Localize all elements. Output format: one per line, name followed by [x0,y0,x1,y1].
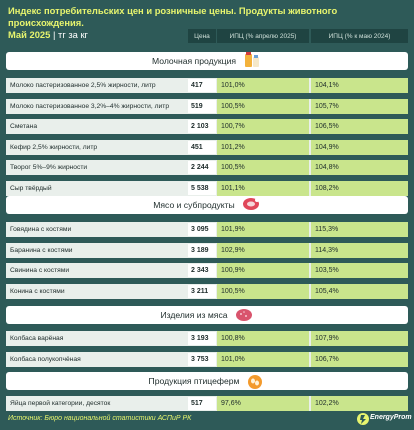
table-row: Молоко пастеризованное 3,2%–4% жирности,… [6,98,408,114]
row-price: 517 [188,397,216,410]
section-title: Мясо и субпродукты [153,200,235,210]
row-price: 3 211 [188,284,216,298]
title-line-2: Май 2025 | тг за кг [8,29,408,41]
row-name: Творог 5%–9% жирности [10,164,88,171]
table-row: Говядина с костями 3 095 101,9% 115,3% [6,222,408,237]
column-header-price: Цена [188,29,216,43]
row-ipc-year: 105,7% [311,98,408,114]
row-ipc-year: 104,8% [311,160,408,175]
row-ipc-prev: 100,7% [217,119,309,134]
section-header: Молочная продукция [6,52,408,70]
table-row: Баранина с костями 3 189 102,9% 114,3% [6,242,408,258]
row-ipc-year: 108,2% [311,180,408,196]
row-price: 2 343 [188,264,216,277]
table-row: Творог 5%–9% жирности 2 244 100,5% 104,8% [6,160,408,175]
title-units: | тг за кг [52,29,88,40]
row-ipc-year: 106,5% [311,119,408,134]
table-row: Свинина с костями 2 343 100,9% 103,5% [6,263,408,278]
row-name: Свинина с костями [10,267,70,274]
row-price: 3 753 [188,352,216,366]
row-ipc-year: 104,1% [311,78,408,93]
section-title: Изделия из мяса [160,310,228,320]
row-name: Кефир 2,5% жирности, литр [10,143,98,151]
row-name: Молоко пастеризованное 3,2%–4% жирности,… [10,102,170,110]
row-ipc-prev: 101,0% [217,351,309,367]
meat-icon [242,198,259,210]
row-ipc-year: 104,9% [311,139,408,155]
column-header-ipc-prev: ИПЦ (% апрелю 2025) [217,29,309,43]
table-row: Яйца первой категории, десяток 517 97,6% 10… [6,396,408,411]
row-ipc-prev: 100,9% [217,263,309,278]
column-header-ipc-year: ИПЦ (% к маю 2024) [311,29,408,43]
row-ipc-prev: 101,0% [217,78,309,93]
brand-name: EnergyProm [370,414,412,421]
row-price: 417 [188,79,216,92]
title-period: Май 2025 [8,29,51,40]
row-price: 5 538 [188,181,216,195]
row-ipc-prev: 100,5% [217,98,309,114]
table-row: Молоко пастеризованное 2,5% жирности, ли… [6,78,408,93]
egg-icon [248,375,263,389]
row-ipc-year: 114,3% [311,242,408,258]
row-ipc-year: 107,9% [311,331,408,346]
table-row: Колбаса варёная 3 193 100,8% 107,9% [6,331,408,346]
row-ipc-prev: 97,6% [217,396,309,411]
table-row: Конина с костями 3 211 100,5% 105,4% [6,283,408,299]
section-title: Продукция птицеферм [148,376,240,386]
section-header: Изделия из мяса [6,306,408,324]
row-ipc-prev: 100,5% [217,160,309,175]
row-ipc-year: 102,2% [311,396,408,411]
brand-logo: EnergyProm [356,410,412,428]
row-ipc-prev: 100,8% [217,331,309,346]
row-ipc-prev: 102,9% [217,242,309,258]
row-ipc-year: 115,3% [311,222,408,237]
table-row: Сыр твёрдый 5 538 101,1% 108,2% [6,180,408,196]
row-price: 3 189 [188,243,216,257]
section-header: Мясо и субпродукты [6,196,408,214]
milk-icon [245,52,260,67]
row-price: 519 [188,99,216,113]
row-price: 2 244 [188,161,216,174]
row-name: Сметана [10,123,38,130]
row-ipc-prev: 101,9% [217,222,309,237]
row-ipc-prev: 100,5% [217,283,309,299]
table-row: Кефир 2,5% жирности, литр 451 101,2% 104,9% [6,139,408,155]
section-title: Молочная продукция [151,56,237,66]
energyprom-logo-icon [357,413,369,425]
source-note: Источник: Бюро национальной статистики А… [8,415,192,422]
section-header: Продукция птицеферм [6,372,408,390]
table-row: Сметана 2 103 100,7% 106,5% [6,119,408,134]
row-ipc-prev: 101,2% [217,139,309,155]
row-name: Колбаса полукопчёная [10,355,81,363]
row-price: 3 095 [188,223,216,236]
row-name: Сыр твёрдый [10,184,52,192]
row-price: 3 193 [188,332,216,345]
row-name: Колбаса варёная [10,335,64,342]
table-row: Колбаса полукопчёная 3 753 101,0% 106,7% [6,351,408,367]
row-name: Говядина с костями [10,226,72,233]
title-line-1: Индекс потребительских цен и розничные ц… [8,5,338,28]
row-name: Баранина с костями [10,246,73,254]
row-price: 451 [188,140,216,154]
row-price: 2 103 [188,120,216,133]
chart-title: Индекс потребительских цен и розничные ц… [8,5,408,41]
row-ipc-year: 103,5% [311,263,408,278]
row-ipc-prev: 101,1% [217,180,309,196]
row-name: Конина с костями [10,287,65,295]
row-ipc-year: 106,7% [311,351,408,367]
row-ipc-year: 105,4% [311,283,408,299]
row-name: Молоко пастеризованное 2,5% жирности, ли… [10,82,156,89]
sausage-icon [235,309,252,321]
row-name: Яйца первой категории, десяток [10,400,111,407]
